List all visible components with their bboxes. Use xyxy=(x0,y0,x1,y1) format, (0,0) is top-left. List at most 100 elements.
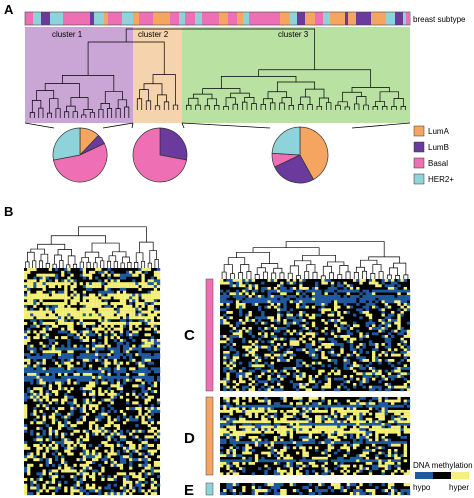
dendrogram-branch xyxy=(320,275,326,279)
dendrogram-branch xyxy=(372,106,379,110)
dendrogram-branch xyxy=(279,102,285,110)
dendrogram-branch xyxy=(134,262,139,268)
dendrogram-branch xyxy=(115,108,121,118)
legend-swatch-her2 xyxy=(413,173,425,185)
pie-slice-her2 xyxy=(271,126,301,156)
legend-label-hyper: hyper xyxy=(449,483,469,492)
dendrogram-branch xyxy=(221,271,227,279)
dendrogram-branch xyxy=(246,271,252,279)
dendrogram-branch xyxy=(124,106,130,118)
subtype-cell xyxy=(82,12,91,25)
legend-swatch-hypo xyxy=(415,472,433,479)
dendrogram-branch xyxy=(98,108,104,118)
subtype-cell xyxy=(159,12,171,25)
group-c-bar xyxy=(205,278,214,392)
subtype-cell xyxy=(72,12,83,25)
subtype-cell xyxy=(269,12,275,25)
cluster-connectors xyxy=(24,122,411,129)
pie-slice-basal xyxy=(53,143,108,183)
dendrogram-branch xyxy=(263,271,268,279)
dendrogram-branch xyxy=(122,256,130,263)
subtype-cell xyxy=(139,12,150,25)
dendrogram-branch xyxy=(262,98,274,105)
dendrogram-branch xyxy=(29,112,35,118)
dendrogram-branch xyxy=(271,272,277,279)
subtype-cell xyxy=(133,12,140,25)
group-e-bar xyxy=(205,482,214,496)
dendrogram-branch xyxy=(276,81,316,92)
subtype-cell xyxy=(94,12,105,25)
subtype-cell xyxy=(280,12,291,25)
dendrogram-branch xyxy=(67,255,76,265)
dendrogram-branch xyxy=(362,270,367,279)
subtype-cell xyxy=(290,12,298,25)
subtype-cell xyxy=(345,12,349,25)
subtype-cell xyxy=(366,12,372,25)
dendrogram-branch xyxy=(120,262,125,268)
subtype-cell xyxy=(249,12,256,25)
dendrogram-branch xyxy=(91,242,120,253)
subtype-cell xyxy=(63,12,73,25)
dendrogram-branch xyxy=(220,76,297,89)
subtype-cell xyxy=(211,12,220,25)
dendrogram-branch xyxy=(316,105,323,110)
subtype-cell xyxy=(54,12,64,25)
cluster-3-label: cluster 3 xyxy=(278,30,309,39)
subtype-cell xyxy=(315,12,324,25)
dendrogram-branch xyxy=(307,104,313,110)
dendrogram-branch xyxy=(188,97,199,106)
subtype-cell xyxy=(219,12,229,25)
dendrogram-branch xyxy=(304,88,325,98)
subtype-bar-label: breast subtype xyxy=(413,15,466,24)
subtype-cell xyxy=(255,12,261,25)
subtype-cell xyxy=(371,12,383,25)
dendrogram-branch xyxy=(229,273,235,279)
panel-b-left-heatmap xyxy=(24,268,161,496)
dendrogram-branch xyxy=(107,108,113,118)
subtype-cell xyxy=(330,12,335,25)
dendrogram-branch xyxy=(66,105,76,112)
group-e-label: E xyxy=(184,482,194,498)
dendrogram-branch xyxy=(296,275,301,279)
dendrogram-branch xyxy=(244,97,255,104)
dendrogram-branch xyxy=(154,259,159,268)
dendrogram-branch xyxy=(25,261,30,268)
pie-slice-basal xyxy=(132,127,187,183)
subtype-cell xyxy=(108,12,118,25)
dendrogram-branch xyxy=(139,241,154,253)
cluster-1-label: cluster 1 xyxy=(52,30,83,39)
dendrogram-branch xyxy=(84,251,100,258)
cluster-2-label: cluster 2 xyxy=(138,30,169,39)
dendrogram-branch xyxy=(66,264,71,268)
dendrogram-branch xyxy=(312,271,318,279)
subtype-cell xyxy=(297,12,306,25)
dendrogram-branch xyxy=(89,112,95,118)
legend-swatch-basal xyxy=(413,157,425,169)
dendrogram-branch xyxy=(378,271,384,279)
dendrogram-branch xyxy=(50,235,106,245)
dendrogram-branch xyxy=(256,267,266,275)
dendrogram-branch xyxy=(370,273,376,279)
subtype-cell xyxy=(403,12,407,25)
subtype-cell xyxy=(334,12,346,25)
dendrogram-branch xyxy=(36,90,55,101)
subtype-cell xyxy=(409,12,411,25)
dendrogram-branch xyxy=(152,74,176,106)
subtype-cell xyxy=(179,12,186,25)
subtype-cell xyxy=(185,12,196,25)
group-c-label: C xyxy=(184,327,195,344)
dendrogram-branch xyxy=(37,243,66,250)
dendrogram-branch xyxy=(297,104,304,110)
dendrogram-branch xyxy=(288,105,295,110)
group-d-label: D xyxy=(184,430,195,447)
dendrogram-branch xyxy=(136,98,143,110)
subtype-bar-border xyxy=(24,11,411,26)
dendrogram-branch xyxy=(353,272,359,279)
subtype-cell xyxy=(195,12,203,25)
dendrogram-branch xyxy=(149,250,157,264)
panel-b-right-dendrogram xyxy=(221,241,409,279)
pie-slice-lumb xyxy=(274,154,314,184)
legend-swatch-lumb xyxy=(413,141,425,153)
dendrogram-branch xyxy=(355,266,365,273)
dendrogram-branch xyxy=(337,274,343,279)
